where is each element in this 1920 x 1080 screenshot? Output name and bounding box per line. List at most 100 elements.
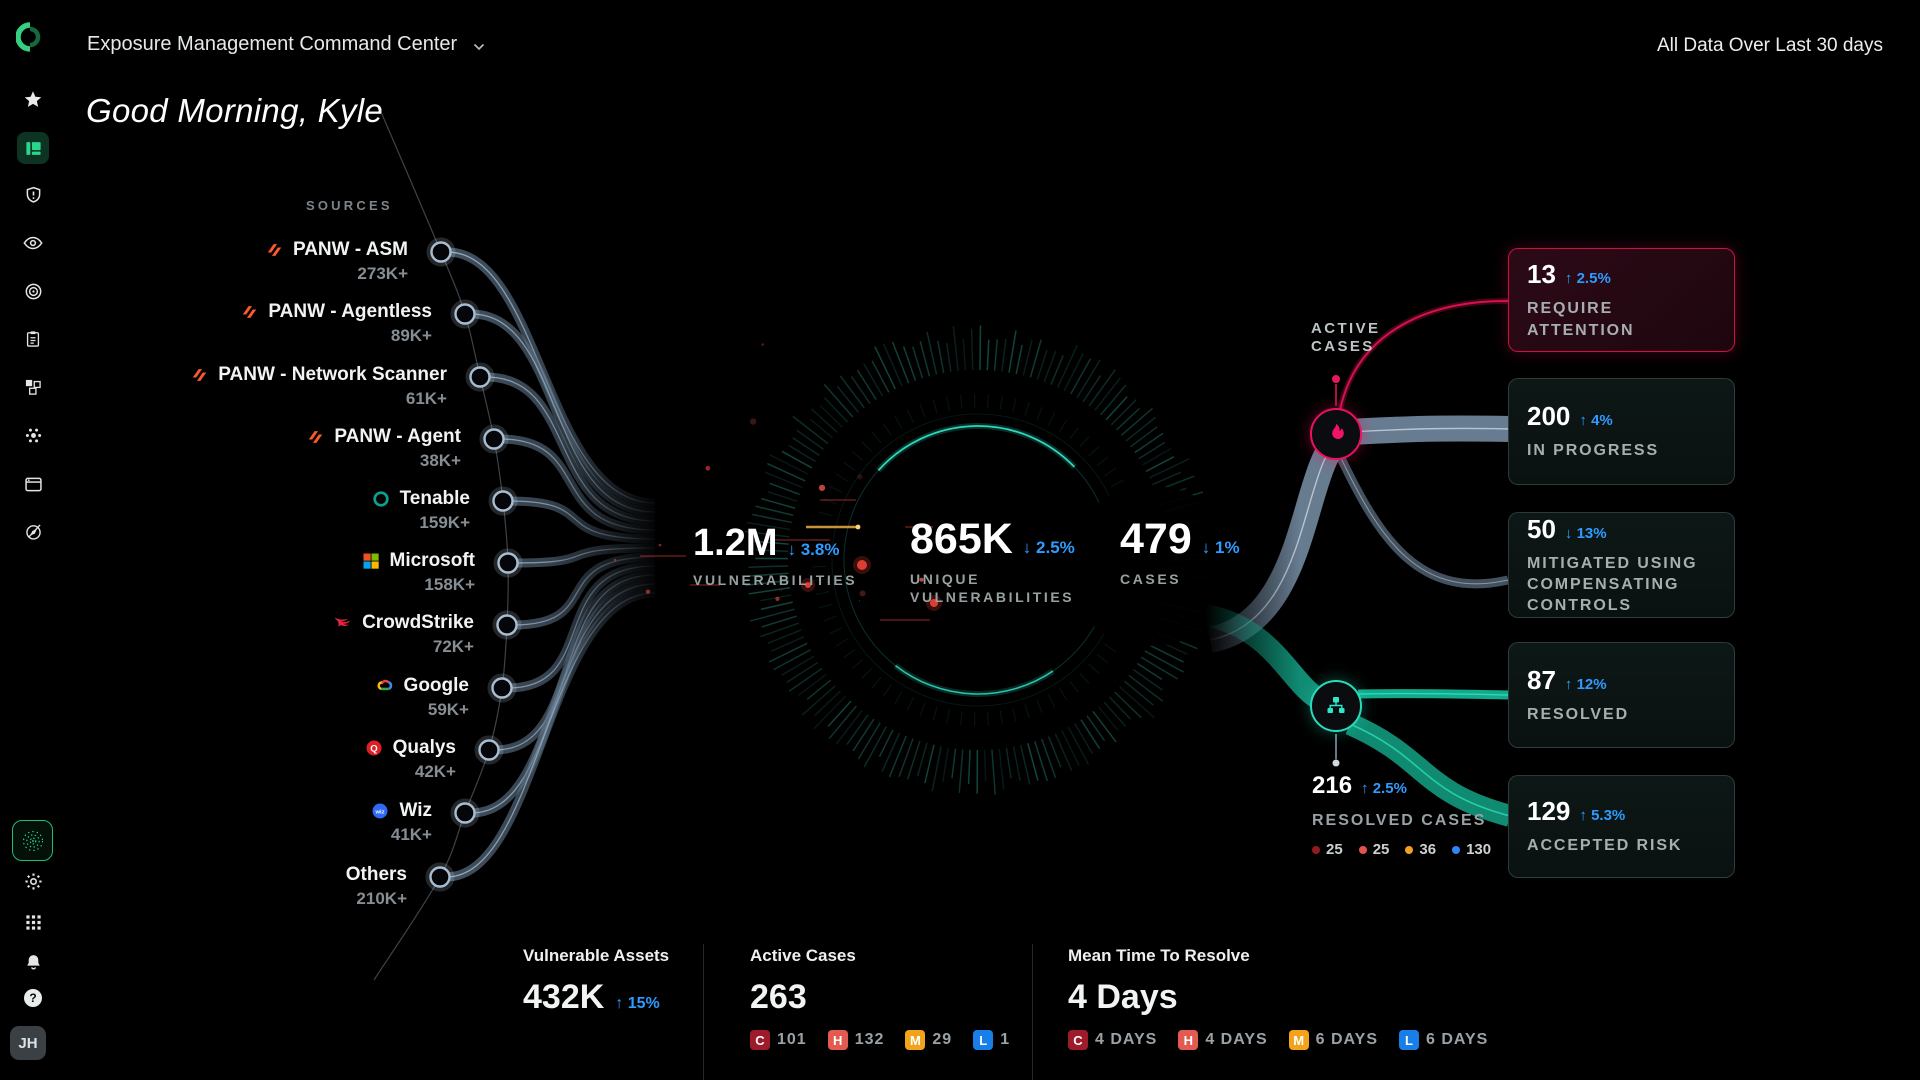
card-require-attention[interactable]: 13 ↑ 2.5% REQUIRE ATTENTION: [1508, 248, 1735, 352]
bell-icon: [26, 954, 40, 969]
source-item[interactable]: PANW - ASM 273K+: [264, 239, 408, 284]
source-item[interactable]: Others 210K+: [346, 864, 407, 909]
svg-text:wiz: wiz: [375, 809, 385, 815]
eye-icon: [23, 236, 43, 250]
qualys-icon: Q: [364, 738, 384, 758]
user-avatar[interactable]: JH: [10, 1026, 46, 1060]
cortex-logo-icon: [15, 22, 44, 52]
footer-divider: [703, 944, 704, 1080]
vulnerabilities-stat: 1.2M ↓ 3.8% VULNERABILITIES: [693, 522, 858, 588]
sidebar-item-dashboards-active[interactable]: [17, 132, 49, 164]
severity-critical-dot: 25: [1312, 841, 1343, 858]
severity-medium-dot: 36: [1405, 841, 1436, 858]
notifications-button[interactable]: [21, 950, 45, 974]
card-accepted-risk[interactable]: 129 ↑ 5.3% ACCEPTED RISK: [1508, 775, 1735, 878]
arrow-up-icon: ↑: [615, 995, 624, 1012]
source-count: 72K+: [432, 637, 474, 656]
arrow-up-icon: ↑: [1361, 780, 1369, 797]
compass-icon: [25, 523, 41, 540]
sidebar-item-marketplace[interactable]: [21, 472, 45, 496]
grid-icon: [25, 914, 41, 930]
sidebar-item-explore[interactable]: [21, 519, 45, 543]
source-item[interactable]: Microsoft 158K+: [361, 550, 476, 595]
unique-vulnerabilities-stat: 865K ↓ 2.5% UNIQUE VULNERABILITIES: [910, 515, 1075, 606]
vulnerabilities-value: 1.2M: [693, 522, 778, 564]
cases-label: CASES: [1120, 571, 1182, 587]
source-item[interactable]: Q Qualys 42K+: [364, 737, 456, 782]
source-item[interactable]: PANW - Agentless 89K+: [239, 301, 432, 346]
shield-alert-icon: [26, 186, 40, 203]
time-range-filter[interactable]: All Data Over Last 30 days: [1657, 35, 1883, 56]
source-count: 41K+: [390, 825, 432, 844]
unique-value: 865K: [910, 515, 1013, 563]
source-name: Microsoft: [389, 550, 476, 571]
wiz-icon: wiz: [370, 801, 390, 821]
footer-divider: [1032, 944, 1033, 1080]
source-item[interactable]: Tenable 159K+: [371, 488, 470, 533]
sidebar-item-visibility[interactable]: [21, 231, 45, 255]
microsoft-icon: [361, 551, 381, 571]
badge-medium: M 29: [905, 1030, 952, 1050]
source-count: 38K+: [419, 451, 461, 470]
sidebar-item-assets[interactable]: [21, 375, 45, 399]
active-cases-node[interactable]: [1310, 408, 1362, 460]
star-icon: [24, 91, 42, 107]
source-item[interactable]: CrowdStrike 72K+: [333, 612, 474, 657]
source-count: 158K+: [424, 575, 475, 594]
source-item[interactable]: Google 59K+: [375, 675, 469, 720]
active-cases-label: ACTIVE CASES: [1311, 320, 1381, 355]
sidebar: ? JH: [0, 0, 64, 1080]
source-name: Wiz: [399, 800, 432, 821]
source-item[interactable]: PANW - Agent 38K+: [305, 426, 461, 471]
card-resolved[interactable]: 87 ↑ 12% RESOLVED: [1508, 642, 1735, 748]
dashboard-icon: [25, 141, 41, 155]
chevron-down-icon: [473, 43, 485, 51]
greeting-text: Good Morning, Kyle: [86, 92, 384, 129]
sources-header: SOURCES: [306, 198, 393, 213]
source-item[interactable]: wiz Wiz 41K+: [370, 800, 432, 845]
severity-low-dot: 130: [1452, 841, 1491, 858]
arrow-down-icon: ↓: [1201, 538, 1211, 557]
panw-icon: [189, 365, 209, 385]
crowdstrike-icon: [333, 613, 353, 633]
source-name: Tenable: [399, 488, 470, 509]
resolved-cases-node[interactable]: [1310, 680, 1362, 732]
page-title-dropdown[interactable]: Exposure Management Command Center: [87, 33, 485, 56]
help-button[interactable]: ?: [24, 989, 42, 1007]
source-count: 273K+: [357, 264, 408, 283]
source-count: 59K+: [427, 700, 469, 719]
resolved-cases-value: 216: [1312, 772, 1353, 799]
tenable-icon: [371, 489, 391, 509]
source-name: PANW - Network Scanner: [218, 364, 447, 385]
source-count: 159K+: [419, 513, 470, 532]
source-count: 42K+: [414, 762, 456, 781]
sidebar-item-threat-protection[interactable]: [21, 183, 45, 207]
resolved-cases-label: RESOLVED CASES: [1312, 812, 1487, 829]
help-glyph: ?: [29, 991, 37, 1005]
sidebar-item-favorites[interactable]: [21, 88, 45, 112]
settings-button[interactable]: [21, 869, 45, 893]
sidebar-item-detection[interactable]: [21, 279, 45, 303]
molecule-icon: [25, 428, 41, 442]
app-grid-button[interactable]: [21, 910, 45, 934]
sidebar-item-reports[interactable]: [21, 327, 45, 351]
gear-icon: [24, 872, 42, 890]
card-mitigated[interactable]: 50 ↓ 13% MITIGATED USING COMPENSATING CO…: [1508, 512, 1735, 618]
target-icon: [25, 283, 41, 299]
card-in-progress[interactable]: 200 ↑ 4% IN PROGRESS: [1508, 378, 1735, 485]
stat-vulnerable-assets: Vulnerable Assets 432K ↑ 15%: [523, 946, 670, 1016]
source-name: PANW - Agent: [334, 426, 461, 447]
source-item[interactable]: PANW - Network Scanner 61K+: [189, 364, 447, 409]
sidebar-item-radial-scan[interactable]: [12, 820, 53, 861]
arrow-up-icon: ↑: [1579, 412, 1587, 430]
sidebar-item-automation[interactable]: [21, 423, 45, 447]
page-title: Exposure Management Command Center: [87, 33, 458, 55]
arrow-down-icon: ↓: [787, 540, 796, 559]
svg-text:Q: Q: [370, 744, 378, 755]
sitemap-icon: [1327, 697, 1345, 713]
